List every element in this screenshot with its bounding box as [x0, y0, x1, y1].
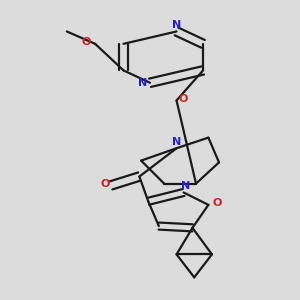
Text: O: O	[179, 94, 188, 104]
Text: N: N	[181, 181, 190, 191]
Text: O: O	[100, 178, 110, 189]
Text: N: N	[172, 20, 181, 30]
Text: O: O	[82, 37, 91, 47]
Text: N: N	[138, 78, 148, 88]
Text: O: O	[212, 198, 222, 208]
Text: N: N	[172, 137, 181, 147]
